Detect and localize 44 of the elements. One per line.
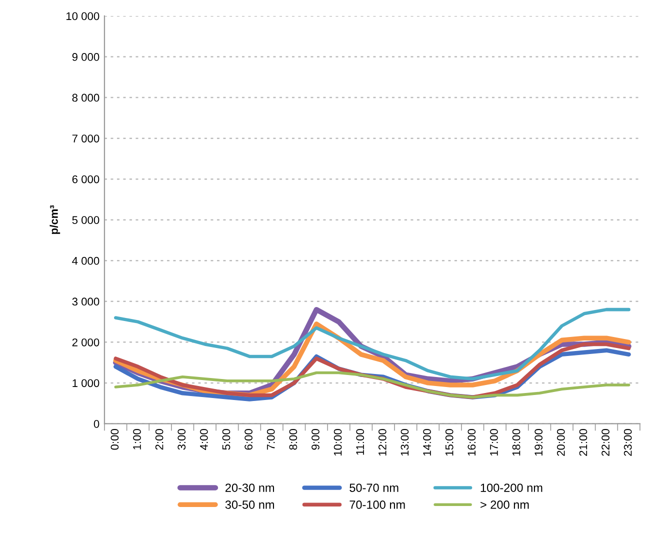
x-tick-label: 14:00 [423, 429, 431, 456]
x-tick-label: 9:00 [312, 429, 320, 450]
legend-label: 50-70 nm [350, 484, 398, 492]
y-axis-title: p/cm³ [50, 205, 60, 234]
legend-label: 100-200 nm [480, 484, 542, 492]
x-tick-label: 18:00 [512, 429, 520, 456]
x-tick-label: 3:00 [178, 429, 186, 450]
x-tick-label: 5:00 [222, 429, 230, 450]
x-tick-label: 0:00 [110, 429, 119, 450]
x-tick-label: 10:00 [334, 429, 342, 456]
x-tick-label: 2:00 [155, 429, 164, 450]
line-series [114, 371, 630, 399]
x-tick-label: 12:00 [378, 429, 386, 456]
line-series [114, 308, 630, 381]
x-tick-label: 6:00 [244, 429, 252, 450]
x-tick-label: 4:00 [200, 429, 208, 450]
x-tick-label: 1:00 [133, 429, 141, 450]
x-tick-label: 17:00 [490, 429, 498, 456]
y-tick-label: 3 000 [72, 298, 100, 306]
x-tick-label: 8:00 [289, 429, 298, 450]
x-tick-label: 11:00 [356, 429, 364, 455]
y-tick-label: 0 [94, 420, 100, 428]
x-tick-label: 22:00 [602, 429, 610, 456]
y-tick-label: 7 000 [72, 134, 100, 142]
x-tick-label: 15:00 [445, 429, 454, 456]
y-tick-label: 8 000 [72, 94, 100, 102]
legend-label: > 200 nm [480, 500, 529, 509]
y-tick-label: 4 000 [72, 256, 100, 265]
x-tick-label: 16:00 [468, 429, 476, 456]
legend-label: 70-100 nm [350, 500, 405, 509]
y-tick-label: 9 000 [72, 53, 100, 61]
x-tick-label: 19:00 [534, 429, 543, 456]
y-tick-label: 10 000 [66, 12, 100, 20]
legend-label: 30-50 nm [225, 500, 274, 509]
x-tick-label: 7:00 [266, 429, 275, 450]
y-tick-label: 2 000 [72, 338, 100, 346]
x-tick-label: 20:00 [556, 429, 565, 456]
legend-label: 20-30 nm [226, 484, 274, 492]
x-tick-label: 13:00 [400, 429, 409, 456]
x-tick-label: 23:00 [624, 429, 632, 456]
y-tick-label: 1 000 [72, 379, 100, 388]
y-tick-label: 5 000 [72, 216, 100, 224]
y-tick-label: 6 000 [72, 175, 100, 184]
x-tick-label: 21:00 [579, 429, 588, 456]
